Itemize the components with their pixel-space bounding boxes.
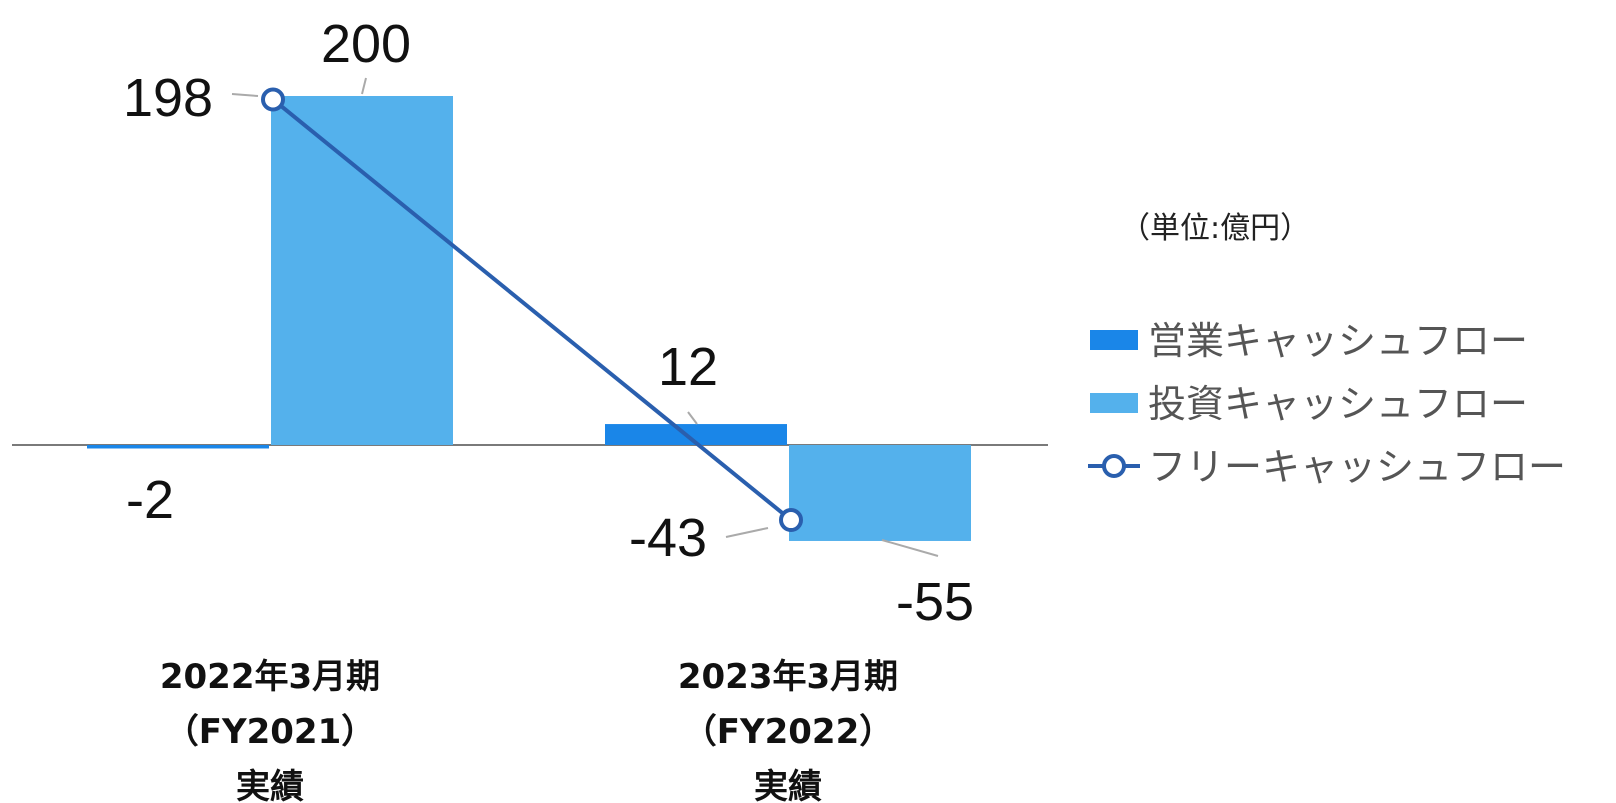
point-free-cash-flow-0 bbox=[261, 87, 285, 112]
unit-label: （単位:億円） bbox=[1120, 211, 1310, 246]
plot-area: -2 12 200 -55 198 -43 bbox=[12, 14, 1048, 632]
data-label-12: 12 bbox=[658, 337, 718, 397]
legend-label-2: フリーキャッシュフロー bbox=[1148, 445, 1566, 489]
bar-operating-1 bbox=[605, 424, 787, 445]
legend-label-1: 投資キャッシュフロー bbox=[1148, 382, 1528, 426]
data-label-minus2: -2 bbox=[126, 470, 174, 530]
category-label-1-line3: 実績 bbox=[754, 767, 822, 803]
point-free-cash-flow-1 bbox=[779, 508, 803, 533]
bar-operating-0 bbox=[87, 445, 269, 449]
data-label-minus43: -43 bbox=[629, 508, 707, 568]
category-label-0-line1: 2022年3月期 bbox=[160, 657, 380, 697]
legend-marker-swatch bbox=[1102, 454, 1126, 478]
line-free-cash-flow bbox=[271, 97, 793, 522]
leader-line-200 bbox=[361, 77, 367, 95]
leader-line--55 bbox=[881, 539, 939, 557]
legend-swatch-1 bbox=[1090, 393, 1138, 413]
category-labels: 2022年3月期 （FY2021） 実績 2023年3月期 （FY2022） 実績 bbox=[160, 657, 898, 803]
category-label-0-line3: 実績 bbox=[236, 767, 304, 803]
data-label-200: 200 bbox=[321, 14, 411, 74]
data-label-minus55: -55 bbox=[896, 572, 974, 632]
leader-line-198 bbox=[231, 93, 259, 97]
legend-label-0: 営業キャッシュフロー bbox=[1148, 319, 1528, 363]
category-label-1-line2: （FY2022） bbox=[683, 712, 893, 752]
bar-investing-1 bbox=[789, 445, 971, 541]
bar-investing-0 bbox=[271, 96, 453, 445]
leader-line--43 bbox=[725, 527, 769, 538]
data-label-198: 198 bbox=[123, 68, 213, 128]
leader-line-12 bbox=[687, 411, 698, 425]
legend-swatch-0 bbox=[1090, 330, 1138, 350]
category-label-1-line1: 2023年3月期 bbox=[678, 657, 898, 697]
category-label-0-line2: （FY2021） bbox=[165, 712, 375, 752]
